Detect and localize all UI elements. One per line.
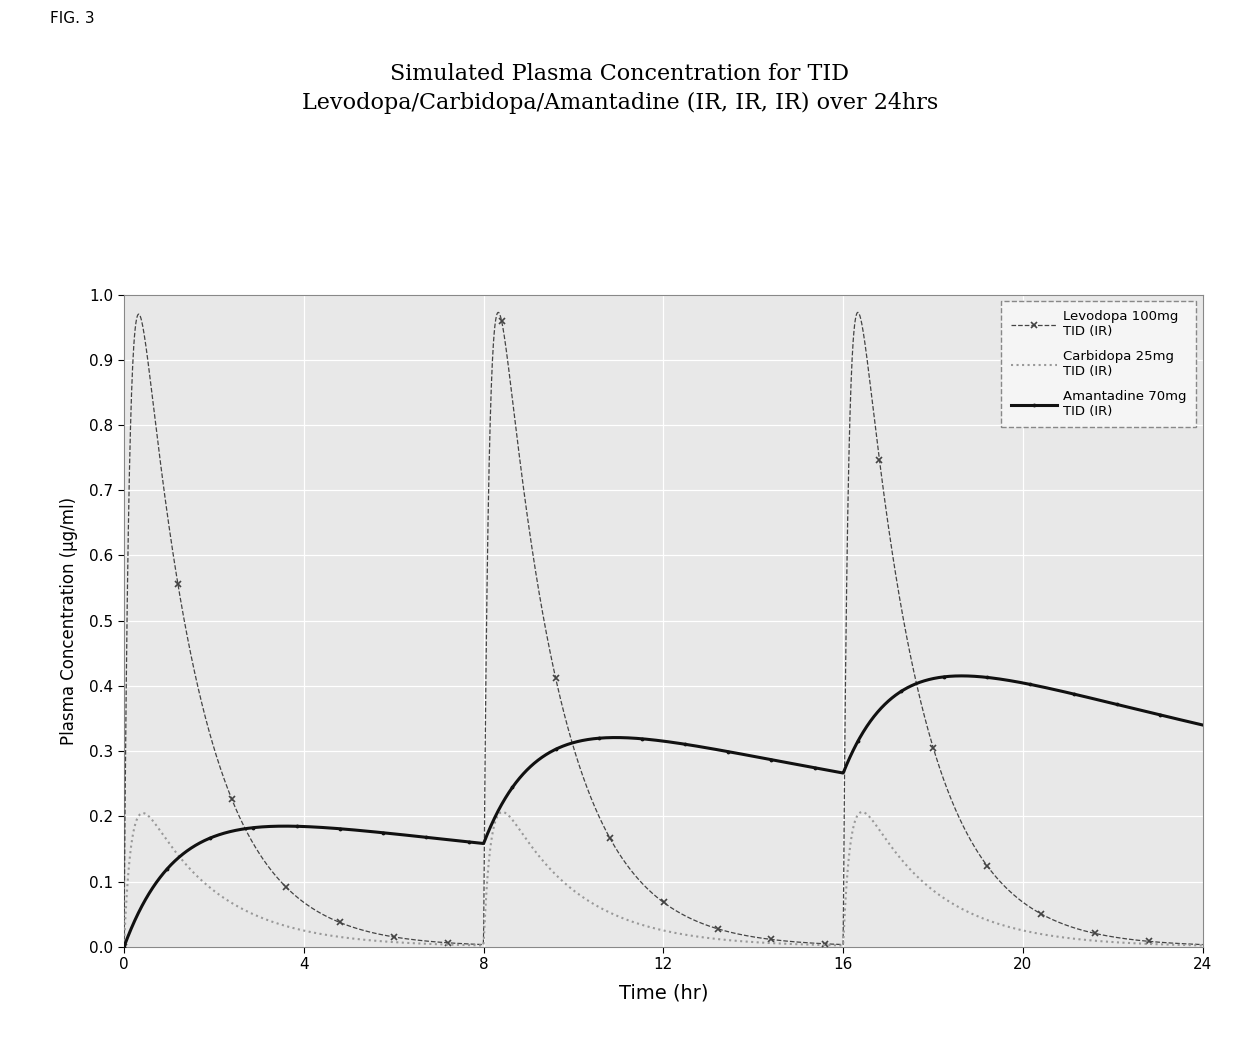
Amantadine 70mg
TID (IR) [954,669,968,682]
Levodopa 100mg
TID (IR) [117,940,131,953]
Levodopa 100mg
TID (IR) [1174,937,1189,950]
Text: FIG. 3: FIG. 3 [50,11,94,25]
Carbidopa 25mg
TID (IR) [304,926,319,938]
Legend: Levodopa 100mg
TID (IR), Carbidopa 25mg
TID (IR), Amantadine 70mg
TID (IR): Levodopa 100mg TID (IR), Carbidopa 25mg … [1002,301,1197,427]
Amantadine 70mg
TID (IR) [1174,714,1189,727]
Amantadine 70mg
TID (IR) [531,754,546,767]
Text: Simulated Plasma Concentration for TID
Levodopa/Carbidopa/Amantadine (IR, IR, IR: Simulated Plasma Concentration for TID L… [301,63,939,114]
Carbidopa 25mg
TID (IR) [854,806,869,818]
Levodopa 100mg
TID (IR) [239,826,254,838]
Line: Carbidopa 25mg
TID (IR): Carbidopa 25mg TID (IR) [124,812,1203,947]
Carbidopa 25mg
TID (IR) [531,848,546,861]
Levodopa 100mg
TID (IR) [851,306,866,319]
Levodopa 100mg
TID (IR) [1058,918,1073,931]
Amantadine 70mg
TID (IR) [577,734,591,747]
X-axis label: Time (hr): Time (hr) [619,984,708,1003]
Levodopa 100mg
TID (IR) [531,578,546,590]
Carbidopa 25mg
TID (IR) [117,940,131,953]
Amantadine 70mg
TID (IR) [1058,686,1073,699]
Carbidopa 25mg
TID (IR) [1195,939,1210,952]
Amantadine 70mg
TID (IR) [1195,719,1210,731]
Amantadine 70mg
TID (IR) [304,821,319,833]
Levodopa 100mg
TID (IR) [577,774,591,787]
Carbidopa 25mg
TID (IR) [1174,938,1189,951]
Levodopa 100mg
TID (IR) [304,902,319,914]
Line: Levodopa 100mg
TID (IR): Levodopa 100mg TID (IR) [120,309,1207,950]
Carbidopa 25mg
TID (IR) [1058,931,1073,944]
Y-axis label: Plasma Concentration (μg/ml): Plasma Concentration (μg/ml) [61,497,78,745]
Levodopa 100mg
TID (IR) [1195,938,1210,951]
Carbidopa 25mg
TID (IR) [239,905,254,917]
Amantadine 70mg
TID (IR) [117,940,131,953]
Line: Amantadine 70mg
TID (IR): Amantadine 70mg TID (IR) [122,673,1205,949]
Carbidopa 25mg
TID (IR) [577,892,591,905]
Amantadine 70mg
TID (IR) [239,822,254,834]
